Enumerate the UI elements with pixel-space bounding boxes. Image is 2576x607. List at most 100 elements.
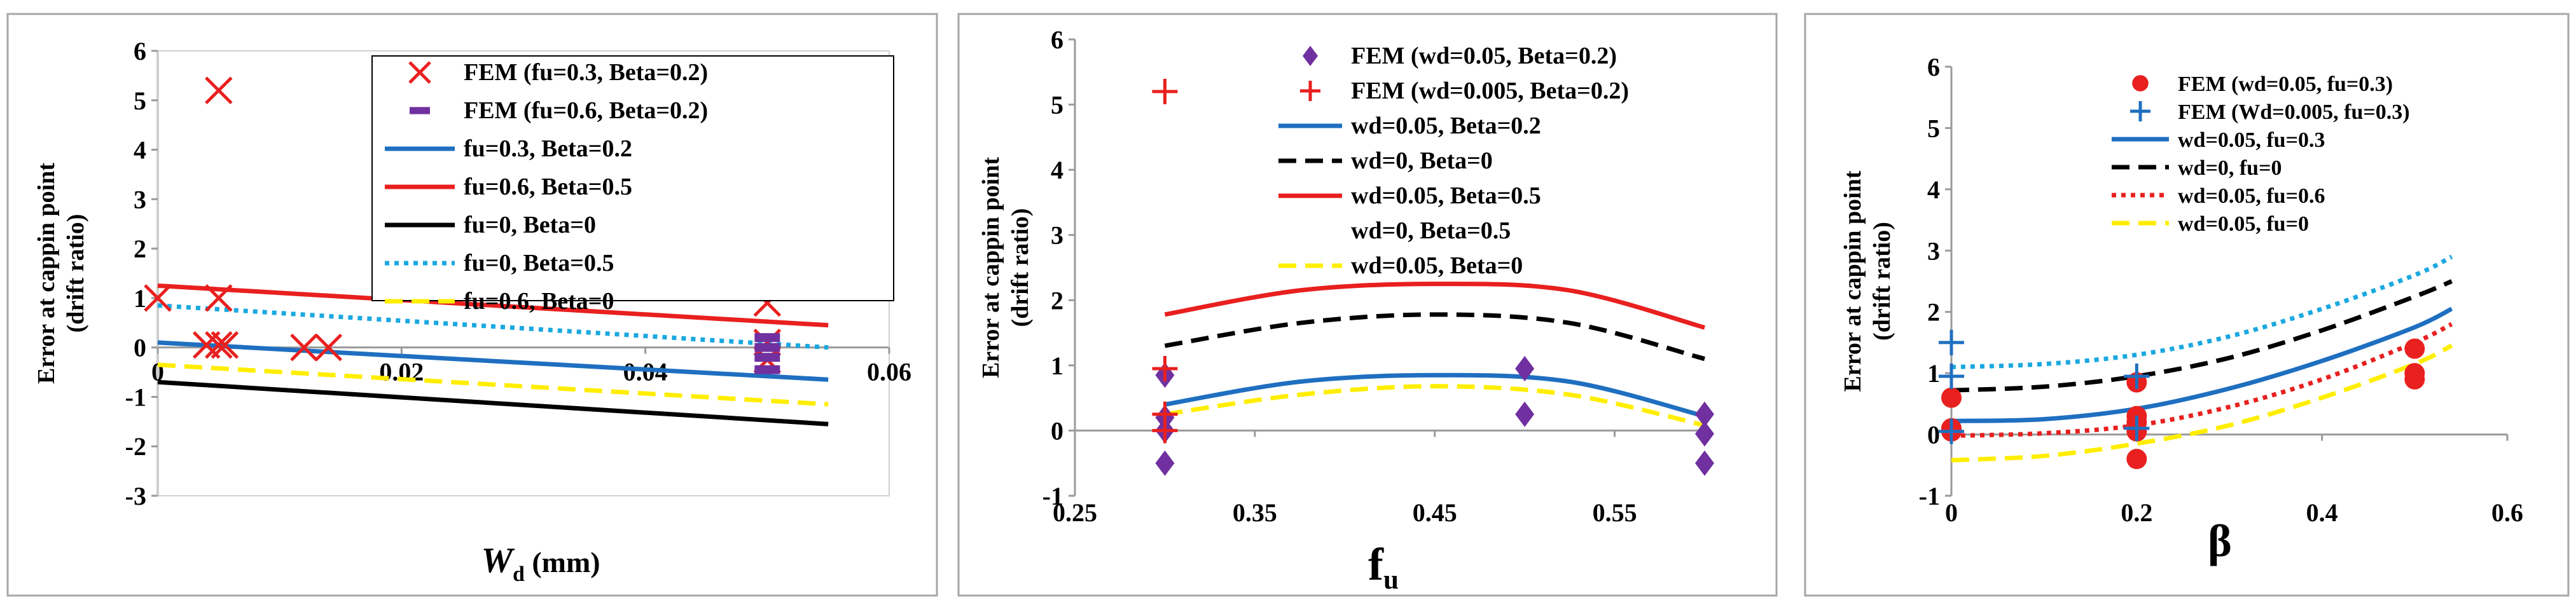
scatter-point: [2404, 369, 2425, 390]
scatter-point: [2124, 415, 2150, 441]
y-axis-title-line1: Error at cappin point: [33, 163, 60, 384]
legend-label: FEM (Wd=0.005, fu=0.3): [2178, 100, 2410, 124]
y-tick-label: 6: [1927, 53, 1940, 81]
scatter-point: [1939, 418, 1964, 444]
scatter-point: [205, 284, 233, 312]
legend-swatch: [408, 61, 431, 84]
scatter-point: [205, 76, 233, 104]
scatter-point: [1515, 355, 1535, 381]
x-tick-label: 0.6: [2491, 498, 2523, 527]
legend-label: fu=0.6, Beta=0: [464, 288, 614, 315]
legend-box: [2099, 67, 2500, 242]
x-axis-title: Wd (mm): [481, 541, 600, 586]
legend-label: wd=0, Beta=0: [1351, 147, 1493, 174]
y-tick-label: 6: [134, 37, 146, 65]
y-tick-label: 4: [134, 136, 146, 165]
y-axis-title: Error at cappin point (drift ratio): [1839, 170, 1895, 392]
series-line-extra: [1951, 254, 2453, 369]
legend-swatch: [2132, 75, 2149, 92]
x-tick-label: 0.02: [379, 358, 424, 386]
legend-label: fu=0.3, Beta=0.2: [464, 135, 632, 162]
x-axis-title-main: β: [2208, 515, 2232, 566]
x-axis-title-unit: (mm): [525, 546, 600, 578]
scatter-point: [1939, 363, 1964, 389]
scatter-point: [1695, 450, 1714, 476]
y-tick-label: 1: [1927, 359, 1940, 388]
scatter-point: [2404, 338, 2425, 359]
x-tick-label: 0.4: [2306, 498, 2338, 527]
legend-swatch: [2130, 101, 2150, 121]
y-tick-label: -3: [125, 482, 146, 510]
legend-label: wd=0, fu=0: [2178, 156, 2282, 180]
scatter-point: [314, 333, 343, 362]
y-tick-label: 1: [134, 284, 146, 313]
y-axis-title-line1: Error at cappin point: [978, 157, 1004, 378]
y-axis-title-line2: (drift ratio): [62, 214, 89, 333]
y-tick-label: 3: [1927, 236, 1940, 265]
legend-label: fu=0, Beta=0: [464, 212, 596, 238]
legend-label: fu=0.6, Beta=0.5: [464, 174, 632, 200]
y-tick-label: 4: [1927, 175, 1940, 204]
x-axis-title: β: [2208, 515, 2232, 566]
scatter-point: [1515, 401, 1535, 427]
x-tick-label: 0: [1945, 498, 1958, 527]
scatter-point: [754, 353, 780, 362]
y-tick-label: 2: [1927, 298, 1940, 327]
scatter-point: [1941, 387, 1962, 408]
series-line: [157, 362, 829, 407]
scatter-point: [2124, 363, 2150, 389]
series-line: [1164, 384, 1705, 428]
y-tick-label: -1: [125, 383, 146, 411]
y-tick-label: -1: [1919, 482, 1940, 510]
series-line: [1951, 306, 2453, 423]
x-tick-label: 0.55: [1593, 498, 1637, 527]
y-tick-label: 6: [1051, 25, 1063, 54]
y-tick-label: 2: [1051, 286, 1063, 315]
y-tick-label: -1: [1042, 482, 1063, 510]
y-tick-label: 2: [134, 235, 146, 263]
legend-label: fu=0, Beta=0.5: [464, 250, 614, 276]
legend-label: wd=0.05, fu=0: [2178, 212, 2309, 236]
y-tick-label: 1: [1051, 351, 1063, 380]
y-tick-label: 0: [1051, 416, 1063, 445]
chart-panel-fu: -1 0 1 2 3 4 5 6 0.25 0.35 0.45 0.55 Error at cappin…: [957, 13, 1778, 597]
legend-swatch: [1300, 81, 1320, 101]
scatter-point: [1155, 450, 1175, 476]
x-tick-label: 0.06: [867, 358, 911, 386]
series-line: [1951, 279, 2453, 393]
x-axis-title-main: f: [1368, 539, 1384, 590]
series-line: [157, 283, 829, 328]
scatter-point: [2126, 449, 2147, 470]
series-line: [1164, 372, 1705, 419]
legend-label: FEM (fu=0.6, Beta=0.2): [464, 97, 708, 124]
y-tick-label: -2: [125, 432, 146, 461]
series-line: [157, 340, 829, 382]
legend-swatch: [410, 107, 430, 114]
series-line: [1951, 343, 2453, 463]
x-axis-title: fu: [1368, 539, 1399, 595]
scatter-point: [1152, 355, 1178, 381]
scatter-point: [754, 343, 780, 352]
legend-label: wd=0.05, Beta=0.5: [1351, 182, 1541, 209]
scatter-point: [1695, 421, 1714, 447]
y-tick-label: 5: [134, 86, 146, 115]
y-tick-label: 5: [1051, 91, 1063, 119]
legend-label: wd=0.05, Beta=0.2: [1351, 113, 1541, 139]
y-axis-title-line2: (drift ratio): [1869, 222, 1895, 341]
y-axis-title: Error at cappin point (drift ratio): [978, 157, 1034, 378]
series-line: [157, 379, 829, 426]
series-line: [1164, 312, 1705, 361]
scatter-point: [205, 331, 233, 359]
x-tick-label: 0.25: [1053, 498, 1097, 527]
y-tick-label: 3: [134, 185, 146, 214]
x-axis-title-sub: d: [513, 563, 525, 586]
x-axis-title-main: W: [481, 541, 515, 580]
legend-label: FEM (fu=0.3, Beta=0.2): [464, 59, 708, 86]
y-tick-label: 0: [1927, 421, 1940, 449]
y-tick-label: 4: [1051, 156, 1063, 184]
scatter-point: [1152, 79, 1178, 105]
y-tick-label: 5: [1927, 114, 1940, 142]
